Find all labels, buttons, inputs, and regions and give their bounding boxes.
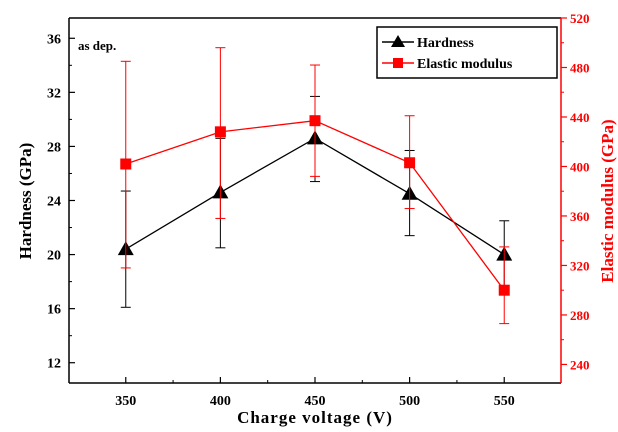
data-layer [117, 47, 513, 325]
legend: Hardness Elastic modulus [376, 26, 558, 79]
y-left-tick-label: 16 [47, 303, 61, 318]
x-tick-label: 400 [210, 394, 231, 409]
legend-box [376, 26, 558, 79]
y-left-tick-label: 24 [47, 195, 61, 210]
x-tick-label: 350 [115, 394, 136, 409]
elastic-modulus-point [404, 157, 416, 169]
annotation-text: as dep. [78, 38, 116, 53]
y-right-tick-label: 280 [570, 308, 590, 323]
axes-layer: 350 400 450 500 550 12 16 20 24 28 32 36 240 280 320 36… [47, 11, 590, 409]
y-right-tick-label: 400 [570, 159, 590, 174]
elastic-modulus-point [498, 284, 510, 296]
y-left-tick-label: 12 [47, 357, 61, 372]
y-axis-left-label: Hardness (GPa) [16, 143, 35, 260]
elastic-modulus-point [120, 158, 132, 170]
legend-label-elastic: Elastic modulus [417, 57, 513, 72]
x-tick-label: 550 [494, 394, 515, 409]
y-right-tick-label: 480 [570, 60, 590, 75]
legend-label-hardness: Hardness [417, 36, 474, 51]
elastic-modulus-point [214, 126, 226, 138]
x-axis-label: Charge voltage (V) [237, 408, 393, 427]
y-axis-right-label: Elastic modulus (GPa) [598, 119, 617, 282]
y-left-tick-label: 32 [47, 86, 61, 101]
y-right-tick-label: 520 [570, 11, 590, 26]
y-right-tick-label: 240 [570, 357, 590, 372]
y-right-tick-label: 360 [570, 209, 590, 224]
y-right-tick-label: 440 [570, 110, 590, 125]
y-left-tick-label: 36 [47, 32, 61, 47]
x-tick-label: 450 [305, 394, 326, 409]
y-left-tick-label: 28 [47, 140, 61, 155]
elastic-modulus-point [309, 115, 321, 127]
y-left-tick-label: 20 [47, 249, 61, 264]
y-right-tick-label: 320 [570, 258, 590, 273]
x-tick-label: 500 [399, 394, 420, 409]
legend-marker-hardness [391, 35, 405, 47]
legend-marker-elastic [393, 58, 403, 68]
